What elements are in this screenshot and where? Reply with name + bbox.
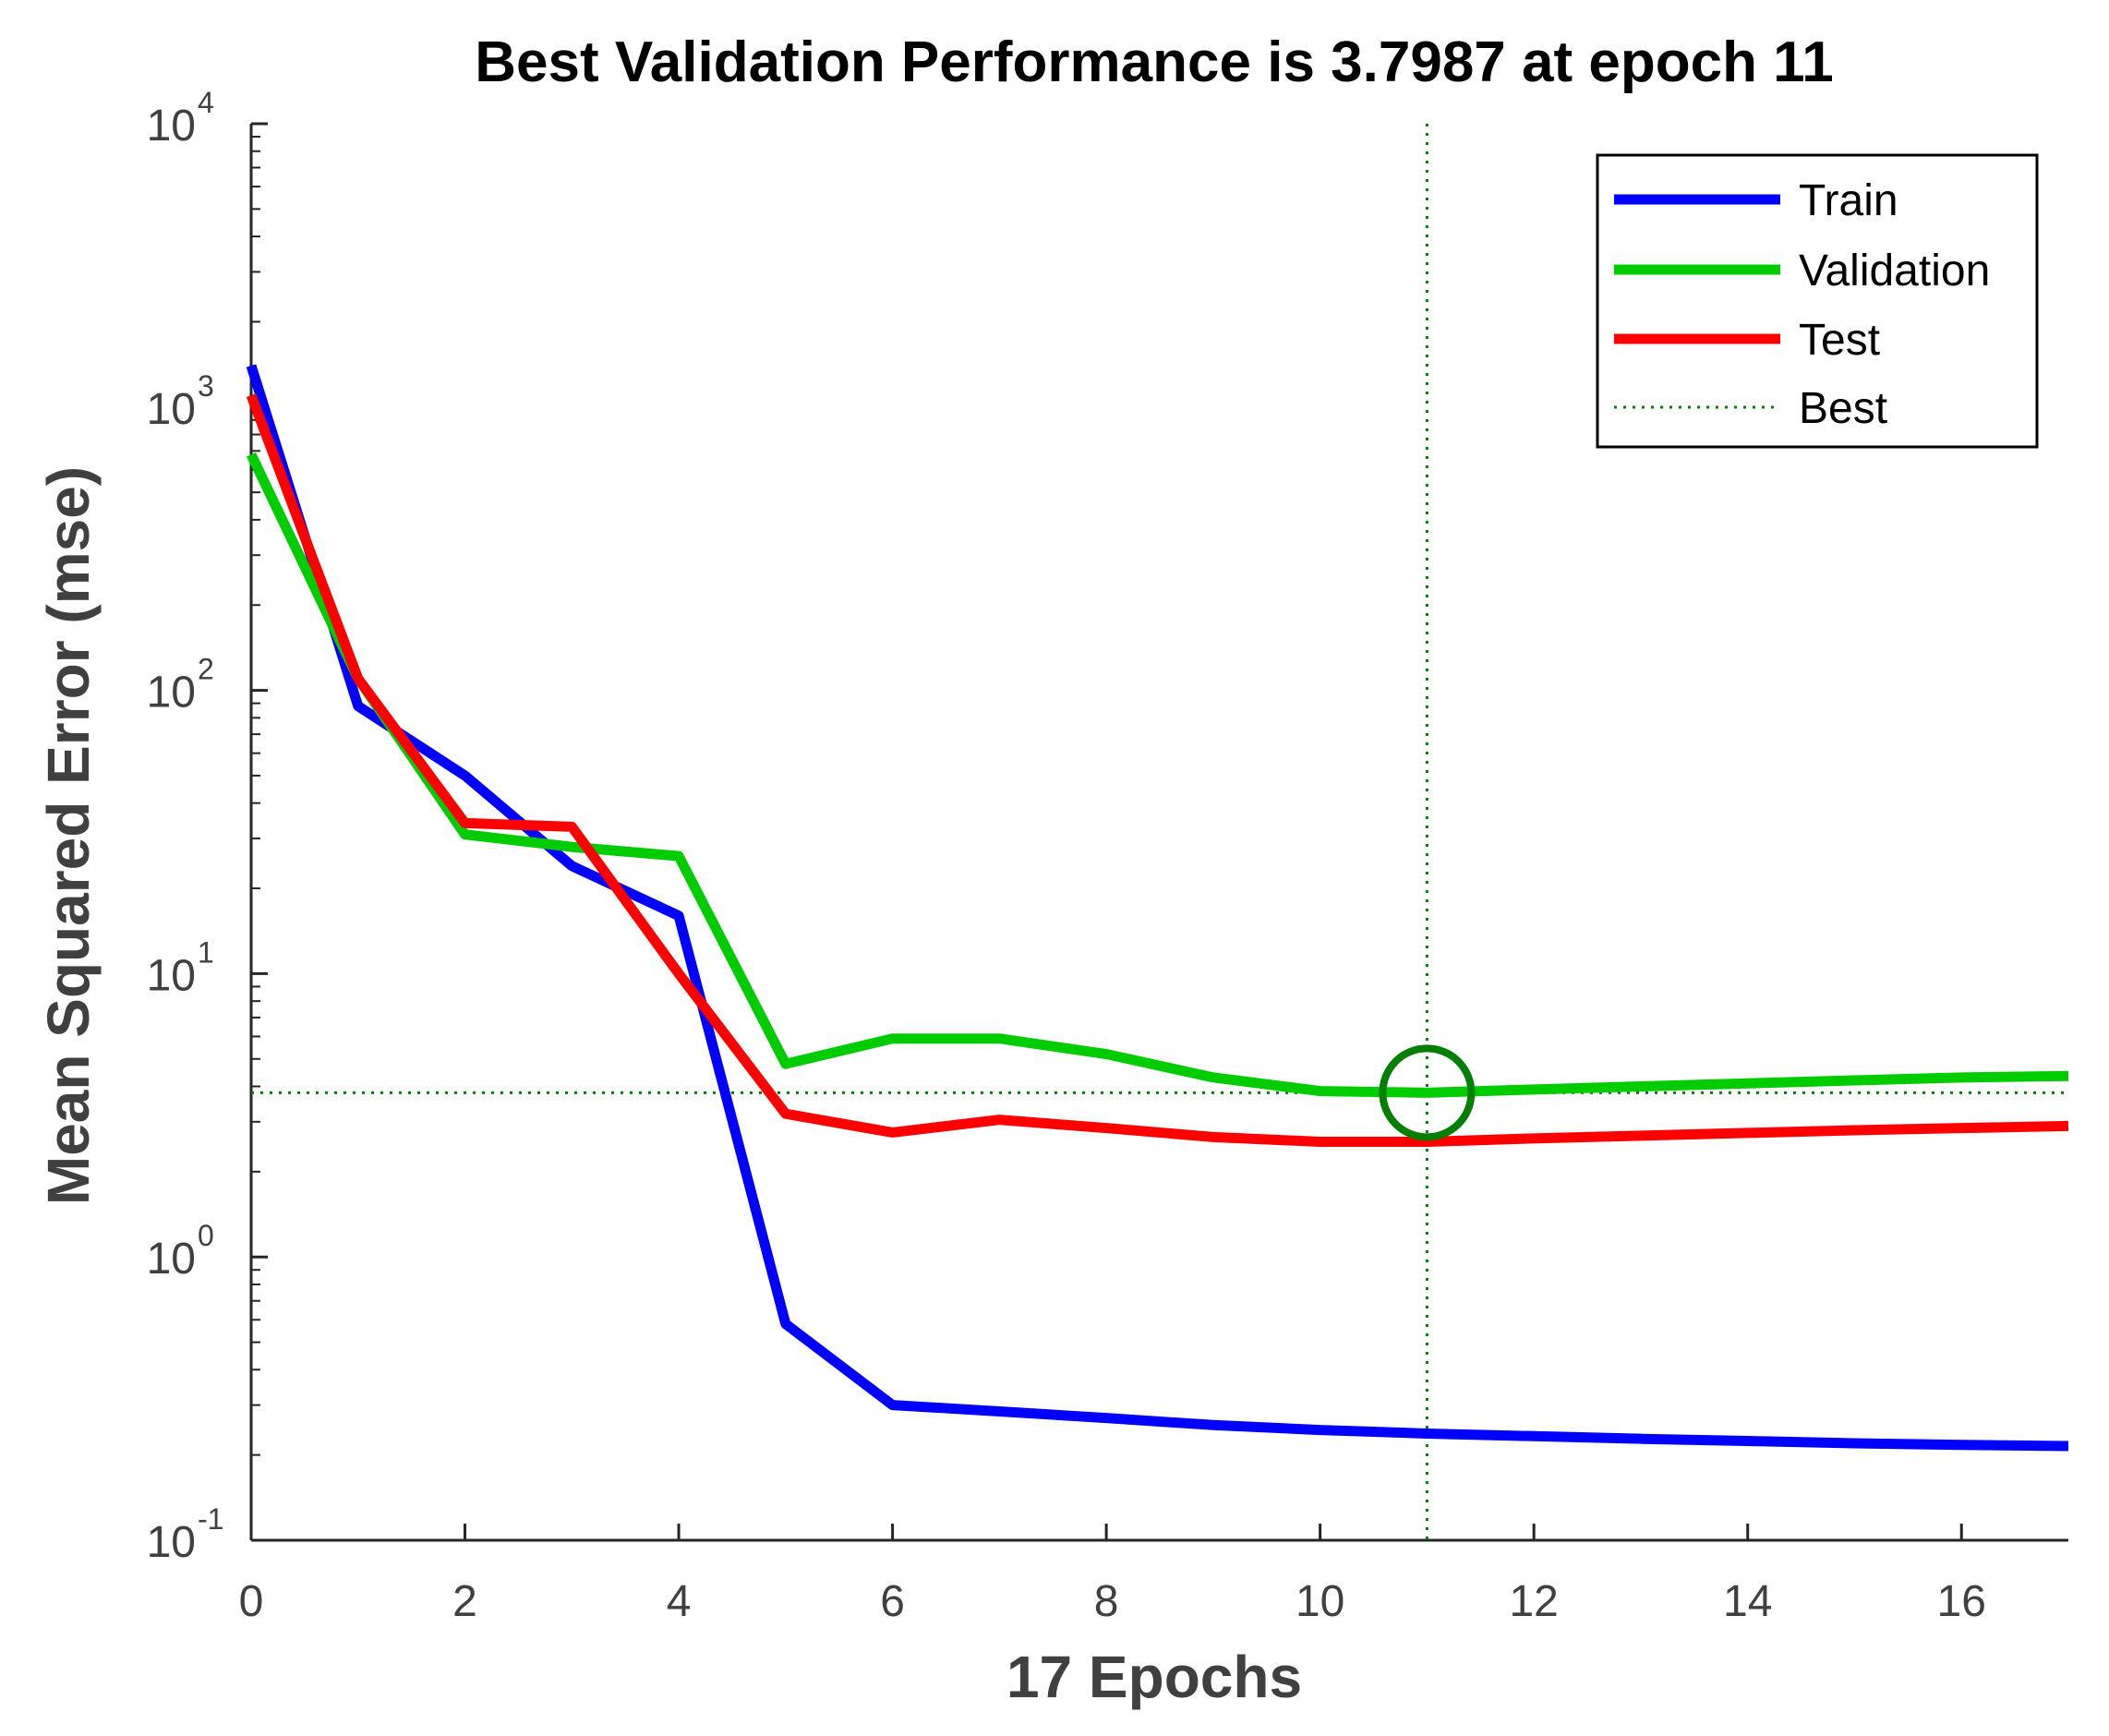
x-tick-label: 16 bbox=[1937, 1577, 1986, 1626]
legend-label-validation: Validation bbox=[1799, 247, 1990, 295]
best-marker bbox=[1379, 1044, 1476, 1141]
y-tick-label: 10 bbox=[147, 1518, 196, 1567]
x-tick-label: 0 bbox=[239, 1577, 264, 1626]
y-tick-label: 10 bbox=[147, 385, 196, 434]
legend-label-train: Train bbox=[1799, 176, 1898, 225]
y-tick-label: 10 bbox=[147, 1235, 196, 1284]
y-tick-label: 10 bbox=[147, 669, 196, 717]
y-tick-exponent: 2 bbox=[198, 653, 214, 686]
y-axis-label: Mean Squared Error (mse) bbox=[35, 466, 102, 1205]
x-tick-label: 8 bbox=[1094, 1577, 1119, 1626]
y-tick-label: 10 bbox=[147, 102, 196, 151]
series-line-train bbox=[246, 364, 2069, 1452]
y-tick-exponent: 4 bbox=[198, 86, 214, 119]
y-tick-exponent: 3 bbox=[198, 369, 214, 403]
x-tick-label: 4 bbox=[667, 1577, 692, 1626]
x-tick-label: 12 bbox=[1509, 1577, 1558, 1626]
y-tick-label: 10 bbox=[147, 951, 196, 1000]
x-tick-label: 2 bbox=[452, 1577, 477, 1626]
best-marker-group bbox=[1379, 1044, 1476, 1141]
legend-label-test: Test bbox=[1799, 316, 1880, 365]
y-tick-exponent: -1 bbox=[198, 1502, 223, 1536]
series-line-validation bbox=[247, 452, 2069, 1098]
series-line-test bbox=[246, 393, 2069, 1147]
series-lines bbox=[246, 364, 2069, 1452]
chart-title: Best Validation Performance is 3.7987 at… bbox=[475, 30, 1833, 94]
y-tick-exponent: 1 bbox=[198, 935, 214, 969]
x-tick-label: 6 bbox=[880, 1577, 905, 1626]
x-tick-label: 10 bbox=[1296, 1577, 1344, 1626]
x-ticks: 0 2 4 6 8 10 12 14 16 bbox=[239, 1524, 1986, 1626]
axes bbox=[249, 124, 2068, 1542]
x-axis-label: 17 Epochs bbox=[1006, 1644, 1302, 1710]
x-tick-label: 14 bbox=[1723, 1577, 1772, 1626]
best-lines bbox=[251, 124, 2068, 1540]
legend: Train Validation Test Best bbox=[1596, 153, 2039, 449]
legend-label-best: Best bbox=[1799, 384, 1887, 433]
y-tick-exponent: 0 bbox=[198, 1219, 214, 1252]
